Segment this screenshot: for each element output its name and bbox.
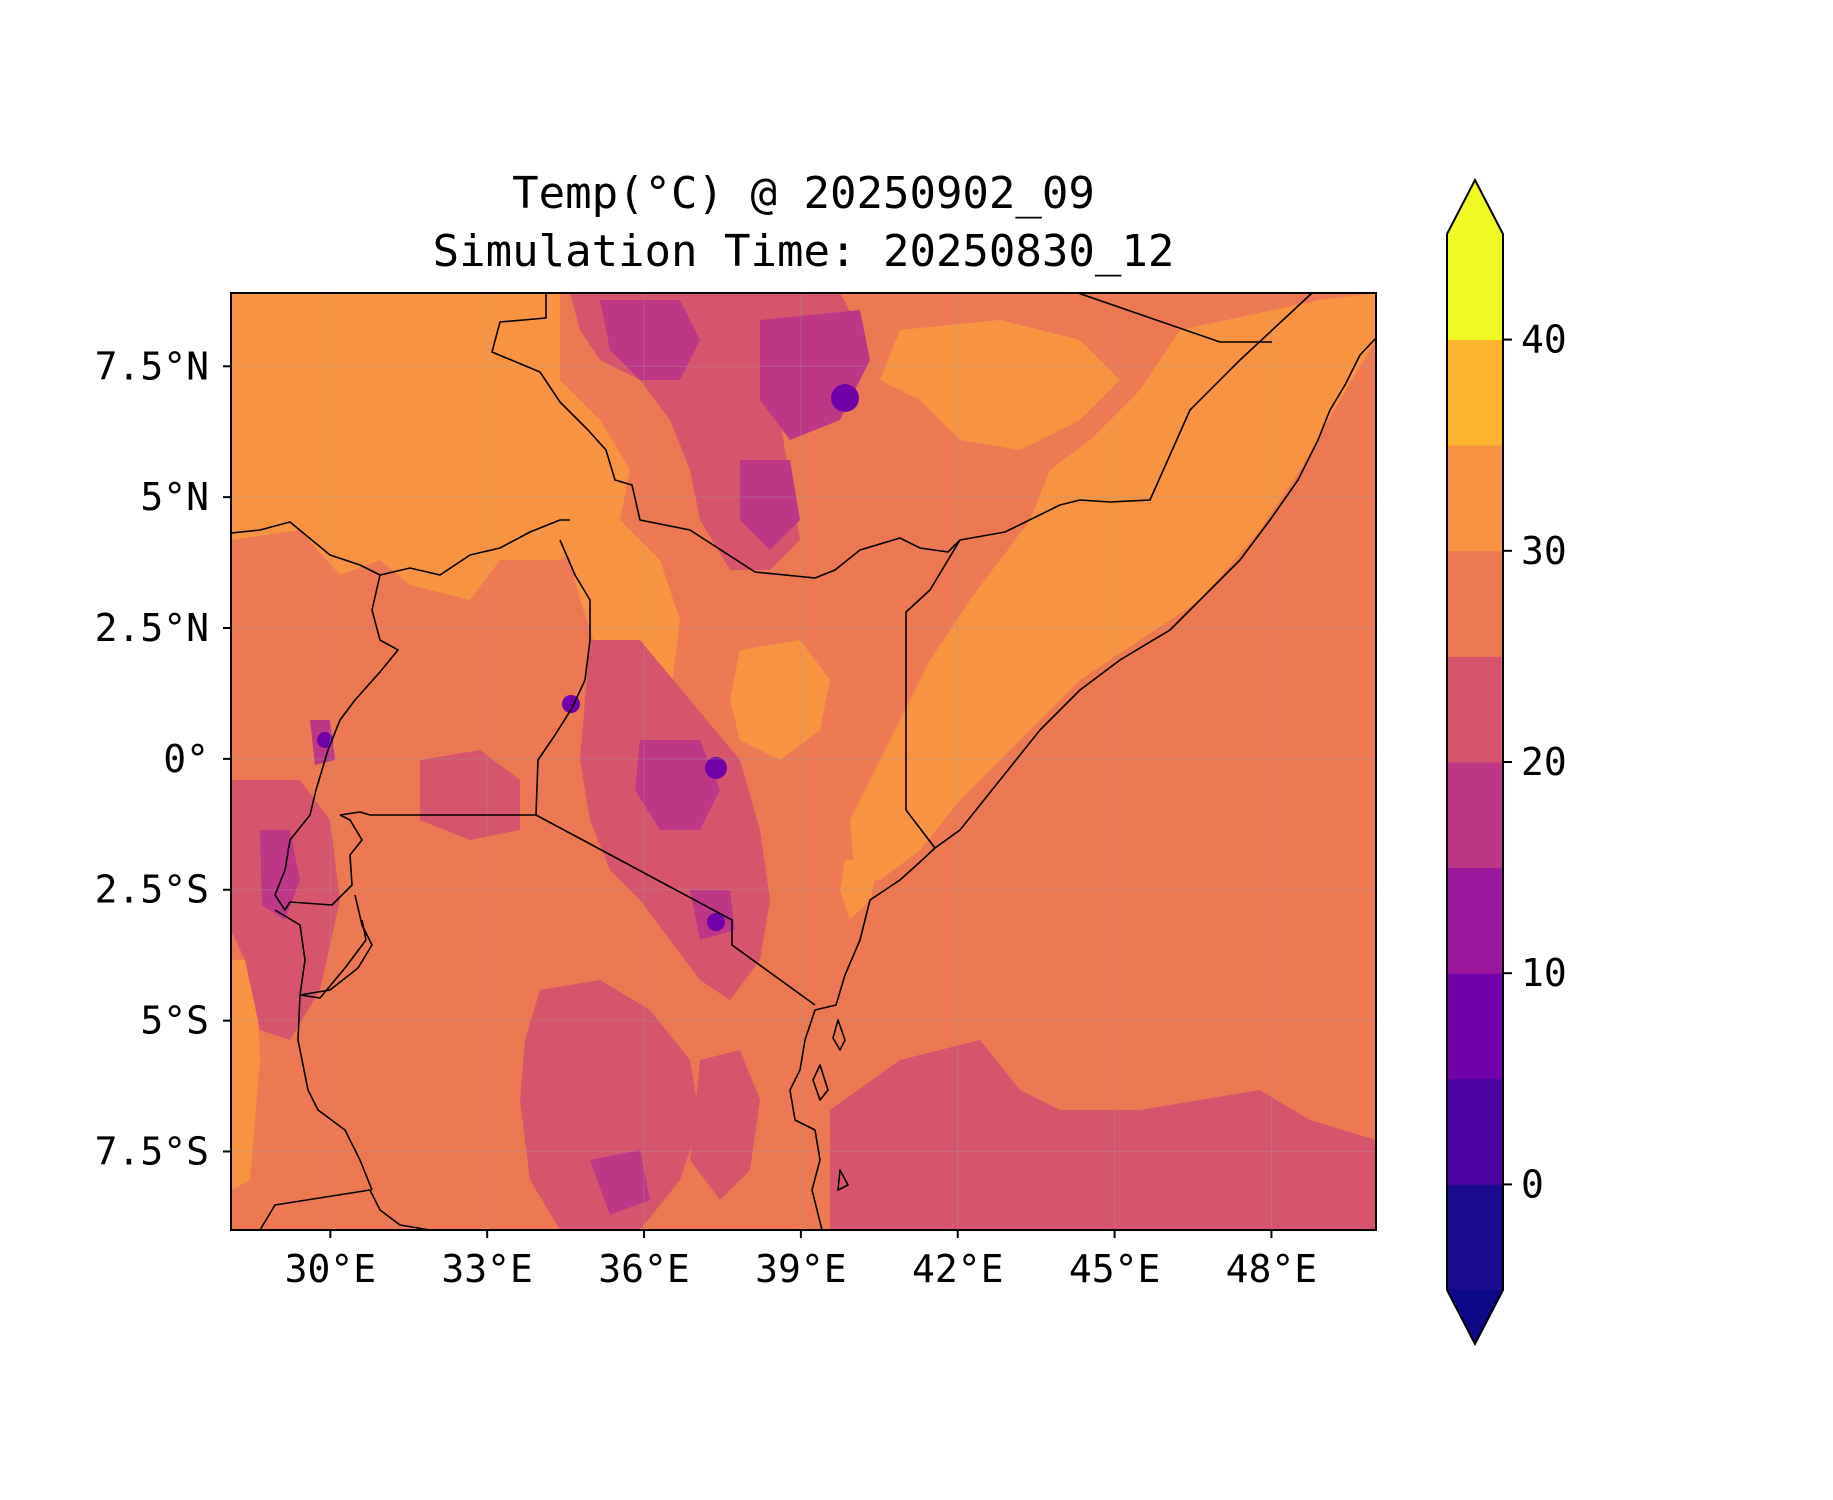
border-lake-tanganyika-east <box>297 994 373 1191</box>
colorbar-tick-label: 30 <box>1521 529 1567 573</box>
y-tick-label: 2.5°N <box>95 606 209 650</box>
colorbar-extend-max <box>1447 180 1503 234</box>
border-kenya-somalia <box>905 539 961 849</box>
field-mild-tanzania-south <box>690 1050 760 1200</box>
border-uganda-west <box>309 574 399 816</box>
map-title-line-1: Temp(°C) @ 20250902_09 <box>512 168 1095 219</box>
colorbar-segment <box>1447 762 1503 869</box>
border-south-sudan-ethiopia <box>491 293 1313 579</box>
border-kenya-tanzania <box>535 814 816 1006</box>
colorbar-outline <box>1446 177 1504 1347</box>
colorbar-segment <box>1447 1184 1503 1291</box>
colorbar: 0 10 20 30 40 <box>1446 177 1567 1347</box>
y-tick-label: 7.5°S <box>95 1129 209 1173</box>
map-frame <box>230 292 1377 1231</box>
x-tick-label: 36°E <box>598 1247 690 1291</box>
map-gridlines <box>231 293 1376 1230</box>
border-uganda-kenya <box>535 539 591 816</box>
y-tick-label: 0° <box>163 737 209 781</box>
x-tick-label: 33°E <box>441 1247 533 1291</box>
colorbar-extend-min <box>1447 1290 1503 1344</box>
field-cold-mount-kenya <box>705 757 727 779</box>
coastline-somalia <box>934 337 1376 849</box>
border-lake-victoria-line <box>339 811 536 816</box>
colorbar-segment <box>1447 973 1503 1080</box>
field-cool-kenya-highlands <box>635 740 720 830</box>
field-mild-southeast-ocean <box>830 1040 1376 1230</box>
island-pemba <box>812 1064 829 1101</box>
colorbar-segment <box>1447 339 1503 446</box>
colorbar-tick-label: 20 <box>1521 740 1567 784</box>
x-tick-label: 45°E <box>1069 1247 1161 1291</box>
y-tick-label: 2.5°S <box>95 868 209 912</box>
colorbar-tick-label: 40 <box>1521 318 1567 362</box>
field-cool-southern-highlands <box>590 1150 650 1215</box>
y-tick-label: 7.5°N <box>95 344 209 388</box>
x-tick-label: 42°E <box>912 1247 1004 1291</box>
border-ethiopia-somalia-north <box>1077 293 1272 343</box>
island-mafia <box>837 1169 849 1191</box>
x-tick-label: 30°E <box>285 1247 377 1291</box>
colorbar-tick-label: 0 <box>1521 1162 1544 1206</box>
island-zanzibar <box>832 1019 846 1051</box>
x-tick-label: 39°E <box>755 1247 847 1291</box>
field-hot-northwest <box>231 293 630 600</box>
field-cool-ethiopia-3 <box>740 460 800 550</box>
coastline-kenya-tanzania <box>789 847 936 1230</box>
field-cool-rwanda <box>260 830 300 920</box>
map-title-line-2: Simulation Time: 20250830_12 <box>432 226 1175 277</box>
y-tick-label: 5°N <box>140 475 209 519</box>
border-tanzania-zambia <box>259 1189 431 1230</box>
field-cool-ethiopia-1 <box>600 300 700 380</box>
colorbar-segment <box>1447 656 1503 763</box>
field-hot-ethiopia-plateau-east <box>880 320 1120 450</box>
field-hot-somalia <box>850 293 1376 880</box>
field-hot-kenya-east <box>730 640 830 760</box>
field-cold-rwenzori <box>317 732 333 748</box>
border-tanzania-west <box>299 919 367 999</box>
field-hot-coastal-strip <box>840 860 880 920</box>
colorbar-segment <box>1447 867 1503 974</box>
border-burundi-tanzania <box>274 894 373 996</box>
colorbar-segment <box>1447 445 1503 552</box>
field-cold-kilimanjaro <box>707 913 725 931</box>
border-south-sudan-uganda <box>231 519 570 576</box>
country-borders <box>231 293 1376 1230</box>
temperature-field <box>231 293 1376 1230</box>
x-axis: 30°E 33°E 36°E 39°E 42°E 45°E 48°E <box>285 1230 1318 1291</box>
colorbar-tick-label: 10 <box>1521 951 1567 995</box>
field-mild-tanzania-central <box>520 980 700 1230</box>
y-axis: 7.5°N 5°N 2.5°N 0° 2.5°S 5°S 7.5°S <box>95 344 231 1173</box>
y-tick-label: 5°S <box>140 999 209 1043</box>
field-cold-ethiopia-peak <box>831 384 859 412</box>
field-hot-lake-tanganyika <box>231 960 260 1190</box>
border-rwanda-burundi <box>274 814 363 911</box>
colorbar-segment <box>1447 234 1503 341</box>
field-mild-lake-victoria-south <box>420 750 520 840</box>
colorbar-segment <box>1447 1078 1503 1185</box>
colorbar-segment <box>1447 550 1503 657</box>
x-tick-label: 48°E <box>1226 1247 1318 1291</box>
